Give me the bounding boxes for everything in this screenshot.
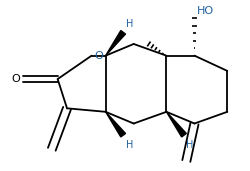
Text: HO: HO bbox=[196, 6, 213, 16]
Text: H: H bbox=[125, 140, 132, 150]
Text: O: O bbox=[12, 74, 20, 84]
Polygon shape bbox=[166, 112, 186, 137]
Text: H: H bbox=[186, 140, 193, 150]
Polygon shape bbox=[105, 30, 125, 56]
Text: H: H bbox=[125, 19, 132, 29]
Text: O: O bbox=[94, 51, 102, 61]
Polygon shape bbox=[105, 112, 125, 137]
